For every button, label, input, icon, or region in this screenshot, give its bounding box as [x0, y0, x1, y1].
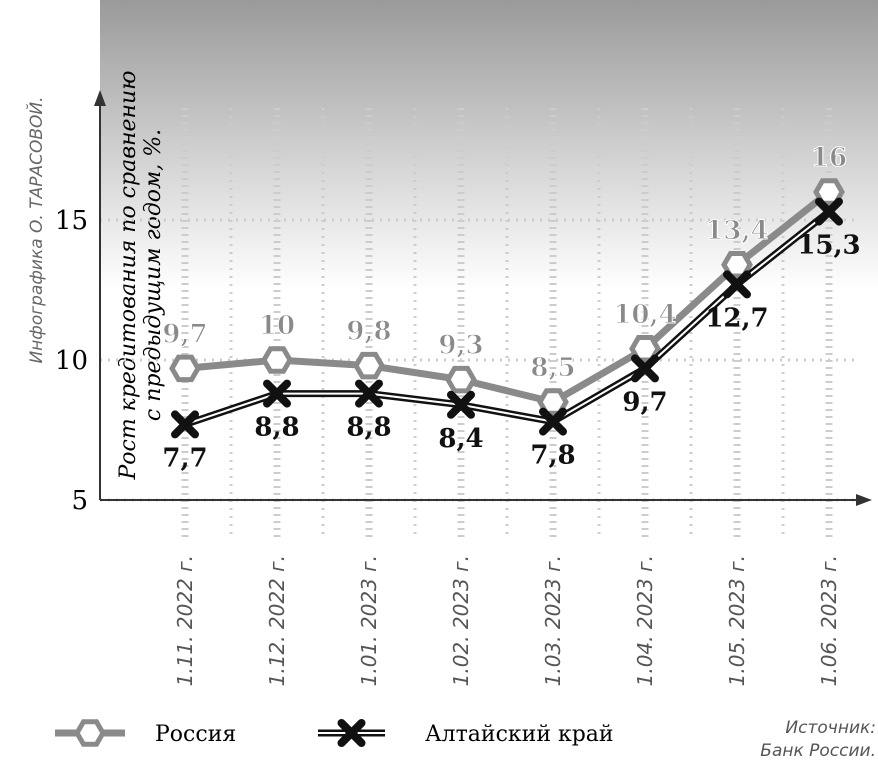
y-tick-label: 15	[55, 206, 88, 236]
legend-label: Алтайский край	[425, 722, 614, 747]
point-marker	[355, 379, 383, 408]
y-axis-label: Рост кредитования по сравнению	[116, 70, 141, 480]
data-label: 9,7	[622, 387, 667, 417]
x-tick-label: 1.12. 2022 г.	[265, 555, 289, 686]
point-marker	[353, 351, 385, 380]
legend-marker	[74, 719, 106, 747]
data-label: 12,7	[705, 303, 768, 333]
background-photo	[100, 0, 878, 290]
data-label: 8,5	[530, 353, 575, 383]
point-marker	[169, 354, 201, 383]
point-marker	[723, 270, 751, 299]
x-tick-label: 1.02. 2023 г.	[449, 555, 473, 686]
source: Источник:	[785, 718, 876, 738]
series-line-inner	[184, 210, 830, 426]
x-tick-label: 1.06. 2023 г.	[817, 555, 841, 686]
legend-marker	[337, 719, 366, 747]
data-label: 9,3	[438, 331, 483, 361]
point-marker	[261, 346, 293, 374]
data-label: 8,4	[438, 424, 483, 454]
point-marker	[815, 197, 843, 226]
y-axis-arrow	[94, 90, 106, 106]
point-marker	[263, 379, 291, 408]
data-label: 10,4	[613, 300, 676, 330]
point-marker	[539, 407, 567, 436]
data-label: 15,3	[797, 231, 860, 261]
x-tick-label: 1.03. 2023 г.	[541, 555, 565, 686]
data-label: 8,8	[346, 413, 391, 443]
y-axis-label: с предыдущим годом, %.	[141, 129, 166, 421]
y-tick-label: 5	[71, 486, 88, 516]
data-label: 13,4	[705, 216, 768, 246]
x-axis-arrow	[856, 494, 872, 506]
credit: Инфографика О. ТАРАСОВОЙ.	[25, 96, 47, 363]
data-label: 9,8	[346, 317, 391, 347]
data-label: 10	[259, 311, 295, 341]
data-label: 7,8	[530, 441, 575, 471]
x-tick-label: 1.04. 2023 г.	[633, 555, 657, 686]
point-marker	[631, 354, 659, 383]
x-tick-label: 1.11. 2022 г.	[173, 555, 197, 686]
x-tick-label: 1.05. 2023 г.	[725, 555, 749, 686]
point-marker	[445, 365, 477, 394]
data-label: 16	[811, 143, 847, 173]
data-label: 7,7	[162, 443, 207, 473]
point-marker	[447, 390, 475, 419]
x-tick-label: 1.01. 2023 г.	[357, 555, 381, 686]
source: Банк России.	[760, 741, 876, 760]
y-tick-label: 10	[55, 346, 88, 376]
data-label: 8,8	[254, 413, 299, 443]
data-label: 9,7	[162, 319, 207, 349]
legend-label: Россия	[155, 722, 236, 747]
point-marker	[171, 410, 199, 439]
